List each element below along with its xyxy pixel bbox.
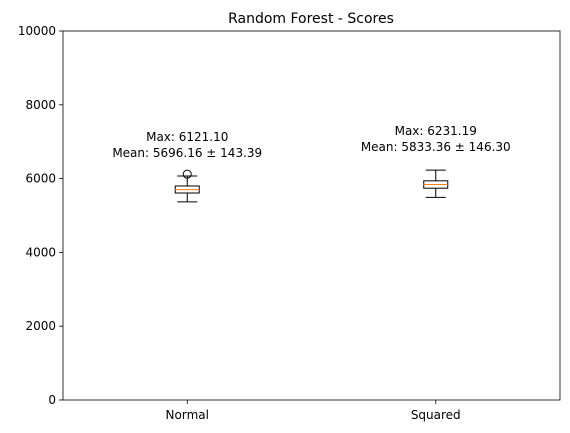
y-tick-label: 4000 (25, 245, 56, 259)
x-tick-label: Squared (411, 408, 461, 422)
annotation-mean: Mean: 5833.36 ± 146.30 (361, 140, 511, 154)
x-tick-label: Normal (166, 408, 209, 422)
axes-frame (62, 30, 561, 401)
box-squared: Max: 6231.19 Mean: 5833.36 ± 146.30 (361, 124, 511, 198)
y-tick-label: 8000 (25, 98, 56, 112)
outlier-point (182, 169, 192, 179)
y-tick-label: 0 (48, 393, 56, 407)
chart-title: Random Forest - Scores (228, 11, 394, 27)
box-normal: Max: 6121.10 Mean: 5696.16 ± 143.39 (112, 130, 262, 203)
y-tick-label: 2000 (25, 319, 56, 333)
y-tick-label: 6000 (25, 172, 56, 186)
y-tick-label: 10000 (18, 24, 56, 38)
plot-area: 0 2000 4000 6000 8000 10000 Normal Squared Max: … (18, 24, 561, 422)
annotation-max: Max: 6231.19 (395, 124, 477, 138)
annotation-mean: Mean: 5696.16 ± 143.39 (112, 146, 262, 160)
annotation-max: Max: 6121.10 (146, 130, 228, 144)
